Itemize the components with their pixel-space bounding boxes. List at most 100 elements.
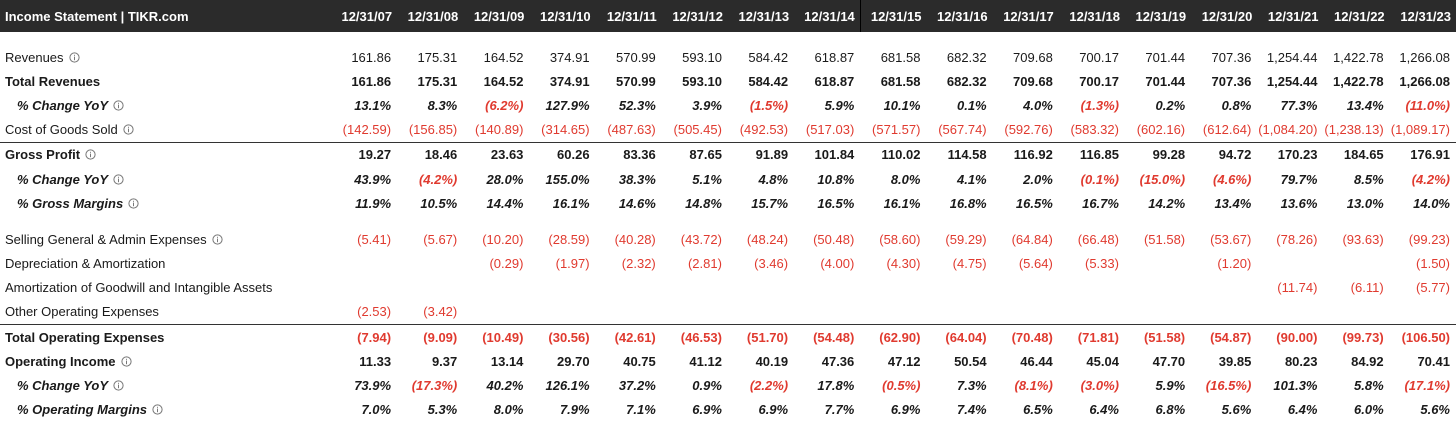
period-header[interactable]: 12/31/14 [794,0,861,32]
period-header[interactable]: 12/31/21 [1257,0,1324,32]
value-cell [596,300,662,325]
period-header[interactable]: 12/31/16 [926,0,993,32]
info-icon[interactable] [123,124,134,137]
row-label[interactable]: % Change YoY [0,167,331,191]
value-cell: 0.2% [1155,97,1186,113]
period-header[interactable]: 12/31/13 [727,0,795,32]
value-cell: 14.2% [1148,195,1186,211]
period-header[interactable]: 12/31/09 [463,0,530,32]
row-label[interactable]: % Operating Margins [0,398,331,422]
period-header[interactable]: 12/31/23 [1389,0,1456,32]
row-label[interactable]: Amortization of Goodwill and Intangible … [0,276,331,300]
value-cell: 99.28 [1124,141,1192,167]
value-cell: (1,089.17) [1390,122,1450,138]
period-header[interactable]: 12/31/15 [859,0,927,32]
period-header[interactable]: 12/31/22 [1323,0,1390,32]
info-icon[interactable] [113,173,124,187]
info-icon[interactable] [120,356,132,369]
row-other-opex: Other Operating Expenses (2.53) (3.42) [0,300,1456,325]
info-icon[interactable] [113,100,124,113]
row-label[interactable]: Depreciation & Amortization [0,252,331,276]
info-icon[interactable] [68,51,80,65]
value-cell: 23.63 [463,141,530,167]
value-cell [662,300,728,325]
value-cell: 584.42 [748,49,789,65]
value-cell [1323,252,1389,276]
value-cell [463,276,529,300]
info-icon[interactable] [113,380,124,393]
row-label[interactable]: Other Operating Expenses [0,300,331,325]
period-header[interactable]: 12/31/20 [1191,0,1258,32]
value-cell: (6.11) [1350,280,1384,296]
info-icon[interactable] [128,198,139,211]
row-label[interactable]: Cost of Goods Sold [0,118,331,143]
value-cell: (78.26) [1276,231,1318,247]
row-label[interactable]: Selling General & Admin Expenses [0,227,331,251]
value-cell: 681.58 [880,49,921,65]
value-cell: 80.23 [1284,353,1318,369]
value-cell: 7.9% [559,402,590,418]
value-cell: (583.32) [1070,122,1119,138]
value-cell [1257,252,1323,276]
value-cell: 682.32 [946,49,987,65]
value-cell [1059,276,1125,300]
period-header[interactable]: 12/31/08 [397,0,464,32]
value-cell: (602.16) [1136,122,1186,138]
row-label[interactable]: Total Operating Expenses [0,324,331,350]
value-cell: 41.12 [689,353,722,369]
row-label[interactable]: Operating Income [0,349,331,373]
row-label[interactable]: Revenues [0,45,331,69]
value-cell: (2.53) [357,304,392,320]
value-cell: 38.3% [618,171,656,187]
value-cell [1191,276,1257,300]
value-cell: (5.64) [1018,256,1053,272]
value-cell [1125,276,1191,300]
value-cell: 7.3% [956,378,987,394]
period-header[interactable]: 12/31/17 [992,0,1059,32]
period-header[interactable]: 12/31/12 [661,0,728,32]
value-cell: 1,254.44 [1266,73,1318,89]
value-cell: 11.9% [355,195,392,211]
period-header[interactable]: 12/31/11 [595,0,662,32]
value-cell: (59.29) [945,231,987,247]
value-cell: 28.0% [486,171,524,187]
value-cell [794,276,860,300]
period-header[interactable]: 12/31/10 [529,0,596,32]
value-cell: (51.70) [727,324,795,350]
period-header[interactable]: 12/31/07 [330,0,398,32]
value-cell: (99.73) [1323,324,1390,350]
info-icon[interactable] [152,404,163,417]
value-cell: (1,238.13) [1324,122,1384,138]
value-cell: (1.5%) [749,97,789,113]
row-label-text: Other Operating Expenses [5,304,159,320]
value-cell: (4.75) [952,256,987,272]
row-label[interactable]: % Change YoY [0,93,331,117]
value-cell: 70.41 [1417,353,1450,369]
value-cell: 176.91 [1389,141,1456,167]
value-cell [662,276,728,300]
row-label[interactable]: % Change YoY [0,373,331,397]
row-label[interactable]: Total Revenues [0,69,331,93]
value-cell: 14.8% [685,195,722,211]
value-cell [860,276,926,300]
row-gross-margins: % Gross Margins 11.9% 10.5% 14.4% 16.1% 14.6%… [0,191,1456,215]
value-cell: (492.53) [739,122,789,138]
value-cell: 46.44 [1020,353,1053,369]
info-icon[interactable] [212,234,223,247]
info-icon[interactable] [85,149,96,162]
value-cell [1191,300,1257,325]
value-cell: 7.7% [824,402,855,418]
value-cell [463,300,529,325]
value-cell: 14.4% [486,195,524,211]
value-cell: (5.67) [423,231,458,247]
value-cell: 10.1% [883,97,921,113]
row-label[interactable]: % Gross Margins [0,191,331,215]
row-operating-income: Operating Income 11.33 9.37 13.14 29.70 40.75… [0,349,1456,373]
value-cell [331,276,397,300]
row-label[interactable]: Gross Profit [0,141,331,167]
value-cell: (28.59) [548,231,590,247]
period-header[interactable]: 12/31/18 [1058,0,1125,32]
value-cell: (51.58) [1143,231,1186,247]
period-header[interactable]: 12/31/19 [1124,0,1192,32]
value-cell [1125,252,1191,276]
